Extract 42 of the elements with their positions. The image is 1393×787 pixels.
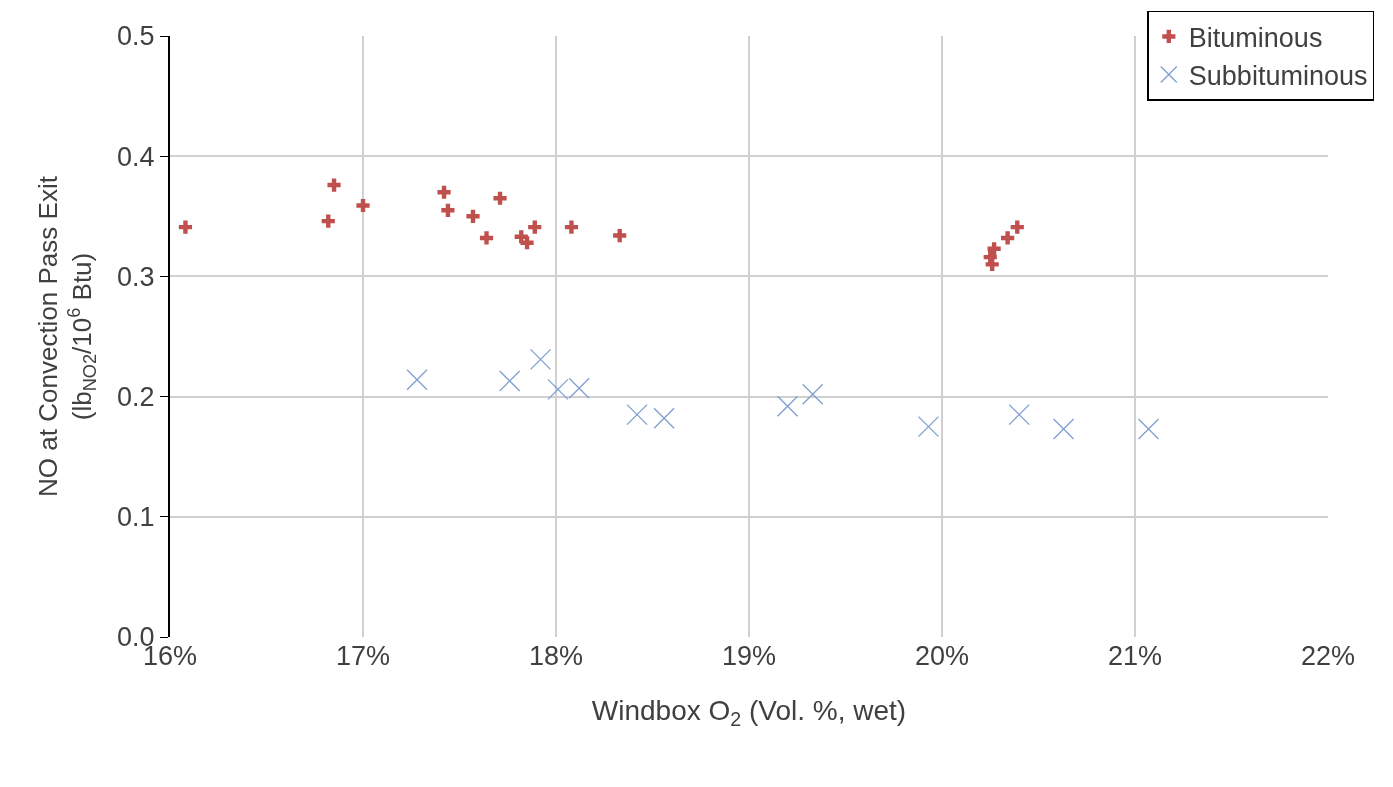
point	[493, 191, 507, 205]
point	[987, 242, 1001, 256]
point	[529, 348, 552, 370]
legend-label: Bituminous	[1188, 23, 1323, 53]
x-tick-label: 17%	[335, 641, 391, 671]
point	[520, 236, 534, 250]
point	[441, 203, 455, 217]
point	[499, 370, 521, 392]
y-tick-label: 0.5	[117, 21, 155, 52]
point	[917, 416, 940, 438]
x-tick-label: 21%	[1107, 641, 1163, 671]
point	[1052, 418, 1075, 440]
x-tick-label: 22%	[1300, 641, 1356, 671]
y-tick-label: 0.1	[117, 502, 155, 533]
point	[327, 178, 341, 192]
point	[776, 395, 799, 417]
point	[437, 185, 451, 199]
point	[321, 214, 335, 228]
y-tick-label: 0.2	[117, 382, 155, 413]
point	[178, 220, 193, 234]
legend-label: Subbituminous	[1188, 61, 1368, 92]
point	[356, 198, 370, 213]
point	[406, 369, 428, 391]
point	[1001, 231, 1015, 245]
point	[466, 209, 480, 223]
point	[1008, 403, 1030, 426]
point	[613, 228, 627, 243]
point	[626, 403, 648, 426]
point	[802, 383, 824, 405]
point	[653, 407, 675, 429]
y-tick-label: 0.4	[117, 141, 155, 172]
x-tick-label: 19%	[721, 641, 777, 671]
point	[479, 231, 494, 245]
point	[528, 220, 542, 234]
x-tick-label: 20%	[914, 641, 970, 671]
y-tick-label: 0.3	[117, 261, 155, 292]
x-axis-title: Windbox O$_{2}$ (Vol. %, wet)	[591, 695, 907, 730]
x-tick-label: 18%	[528, 641, 584, 671]
point	[1010, 220, 1024, 234]
point	[1137, 418, 1160, 440]
point	[985, 257, 999, 271]
point	[564, 220, 579, 234]
